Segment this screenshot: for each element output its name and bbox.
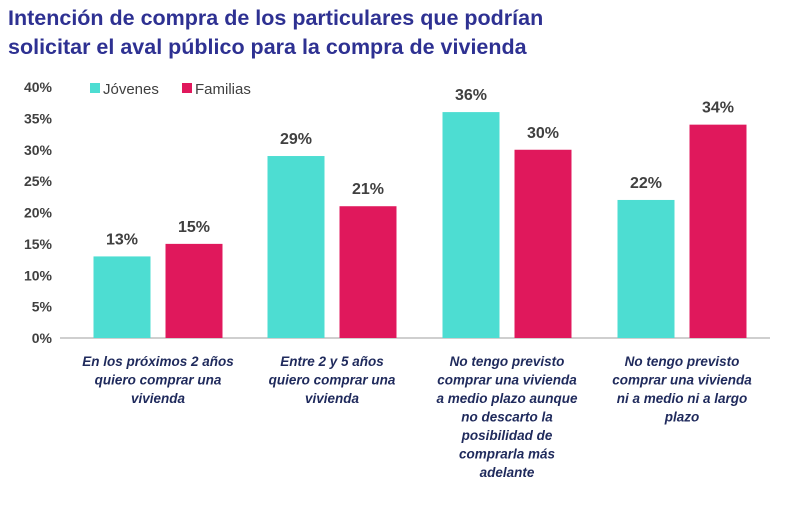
- data-label: 15%: [178, 219, 210, 236]
- title-line: Intención de compra de los particulares …: [8, 6, 544, 30]
- bar-jvenes: [442, 112, 500, 338]
- category-label: ni a medio ni a largo: [617, 391, 748, 406]
- y-tick-label: 35%: [24, 110, 53, 126]
- category-label: comprar una vivienda: [437, 373, 577, 388]
- y-tick-label: 40%: [24, 79, 53, 95]
- y-tick-label: 20%: [24, 205, 53, 221]
- category-label: quiero comprar una: [269, 373, 396, 388]
- bar-jvenes: [93, 256, 151, 338]
- bar-familias: [514, 149, 572, 338]
- data-label: 22%: [630, 175, 662, 192]
- bar-familias: [689, 124, 747, 339]
- bar-jvenes: [267, 156, 325, 338]
- category-label: posibilidad de: [461, 428, 553, 443]
- category-label: vivienda: [305, 391, 360, 406]
- y-tick-label: 10%: [24, 267, 53, 283]
- category-label: a medio plazo aunque: [436, 391, 578, 406]
- bar-familias: [339, 206, 397, 338]
- category-label: no descarto la: [461, 410, 553, 425]
- data-label: 21%: [352, 181, 384, 198]
- bar-jvenes: [617, 199, 675, 338]
- data-label: 29%: [280, 131, 312, 148]
- y-tick-label: 30%: [24, 142, 53, 158]
- category-label: comprar una vivienda: [612, 373, 752, 388]
- category-label: En los próximos 2 años: [82, 354, 234, 369]
- legend-swatch: [90, 83, 100, 93]
- legend-label: Jóvenes: [103, 81, 159, 98]
- chart-title: Intención de compra de los particulares …: [8, 4, 543, 62]
- title-line: solicitar el aval público para la compra…: [8, 35, 527, 59]
- bar-familias: [165, 243, 223, 338]
- category-label: Entre 2 y 5 años: [280, 354, 384, 369]
- y-tick-label: 15%: [24, 236, 53, 252]
- category-label: plazo: [664, 410, 700, 425]
- legend-swatch: [182, 83, 192, 93]
- legend-label: Familias: [195, 81, 251, 98]
- category-label: adelante: [480, 465, 535, 480]
- category-label: No tengo previsto: [450, 354, 565, 369]
- y-tick-label: 0%: [32, 330, 53, 346]
- data-label: 30%: [527, 125, 559, 142]
- y-tick-label: 5%: [32, 299, 53, 315]
- category-label: vivienda: [131, 391, 186, 406]
- data-label: 13%: [106, 231, 138, 248]
- category-label: comprarla más: [459, 447, 556, 462]
- category-label: No tengo previsto: [625, 354, 740, 369]
- y-tick-label: 25%: [24, 173, 53, 189]
- category-label: quiero comprar una: [95, 373, 222, 388]
- data-label: 36%: [455, 87, 487, 104]
- data-label: 34%: [702, 100, 734, 117]
